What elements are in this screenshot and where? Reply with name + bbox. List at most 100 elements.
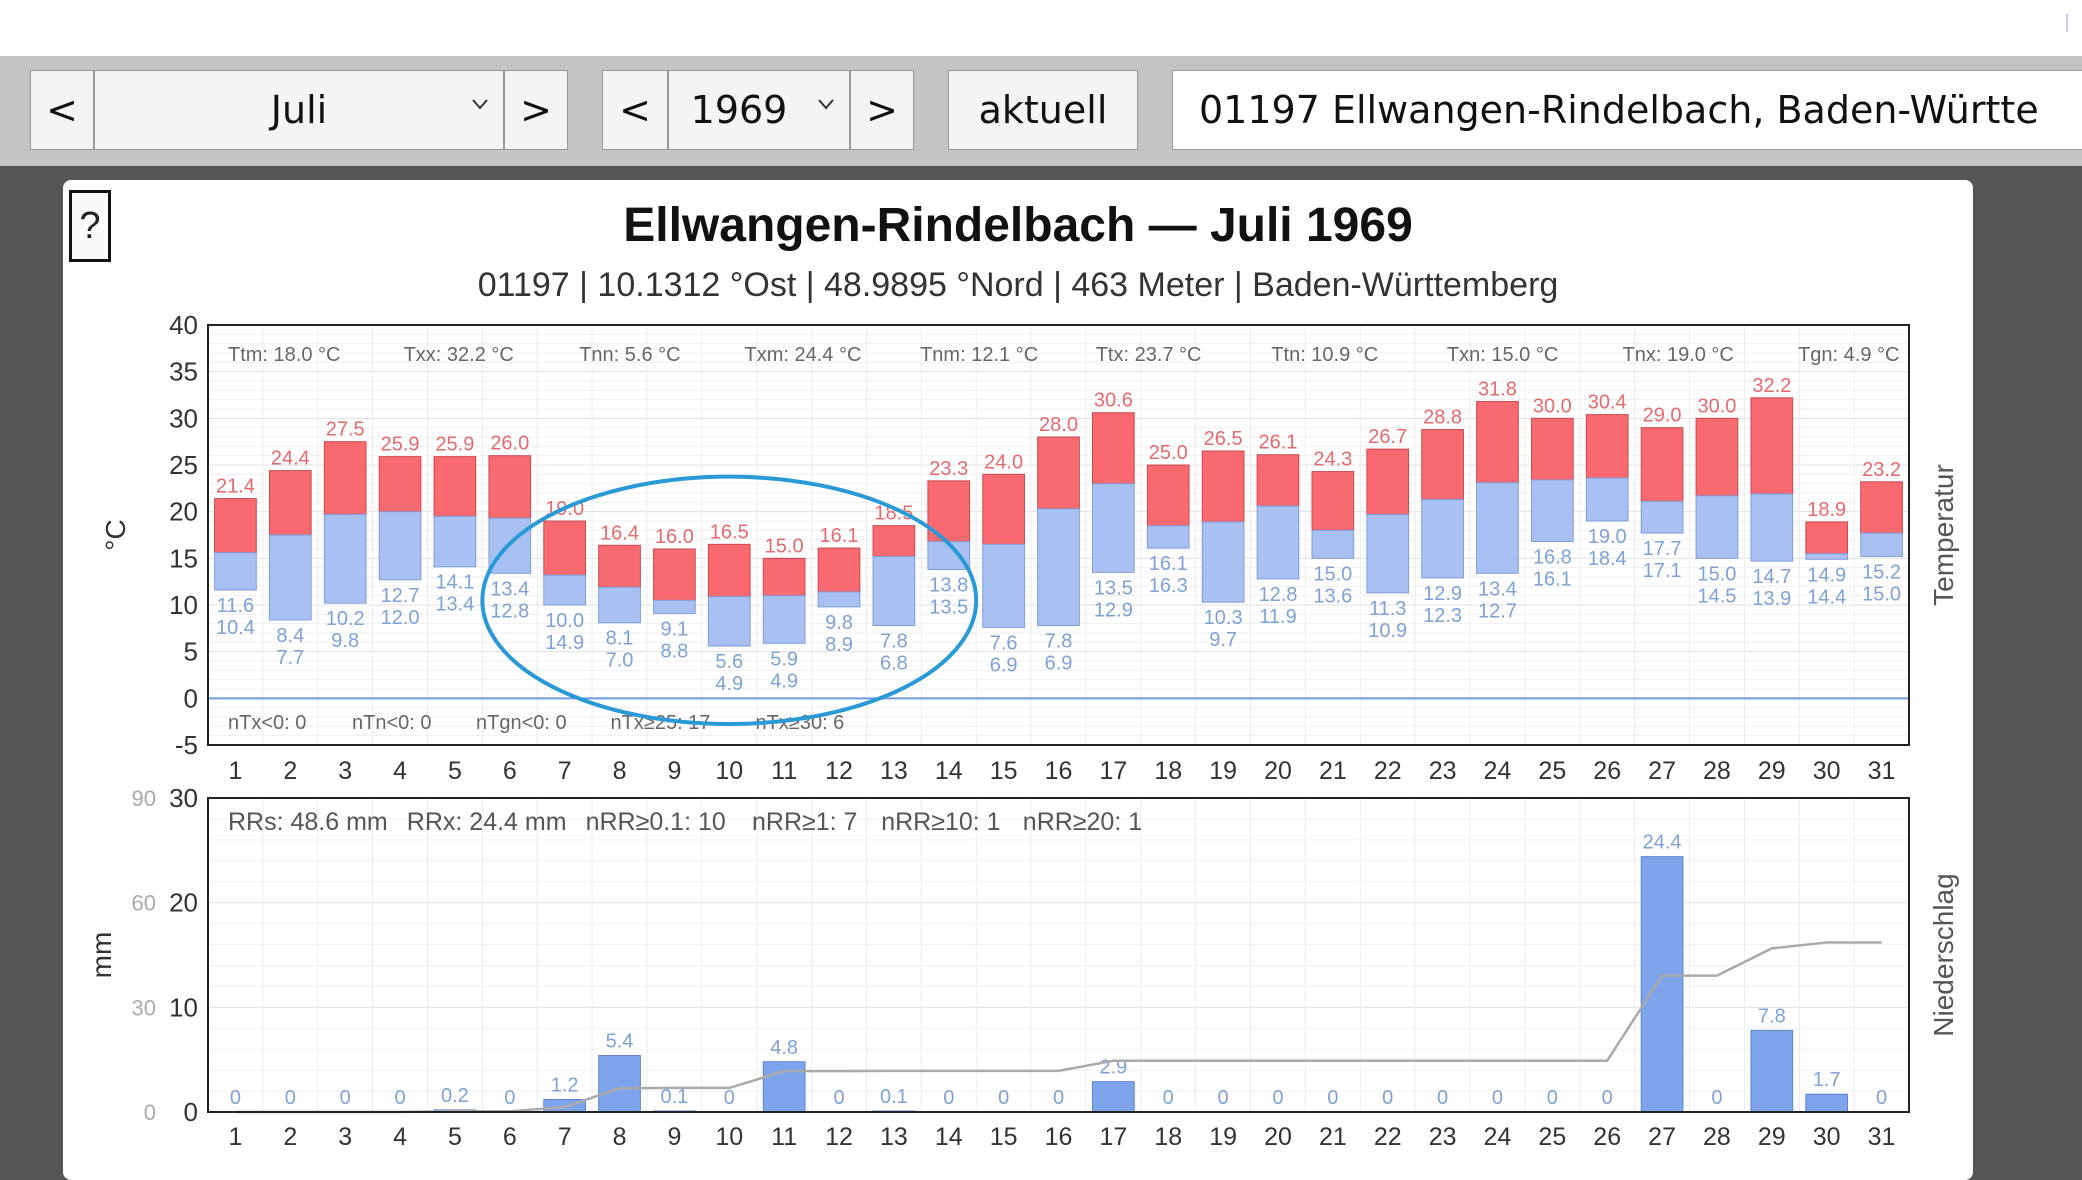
x-tick-label: 13	[880, 757, 908, 785]
tmin-label: 17.7	[1643, 538, 1682, 560]
x-tick-label: 18	[1154, 757, 1182, 785]
precip-label: 0	[724, 1087, 735, 1109]
cumulative-y-tick-label: 30	[132, 995, 156, 1020]
tmin-label: 14.7	[1752, 566, 1791, 588]
tmin-label: 7.6	[990, 632, 1018, 654]
precip-label: 0	[504, 1087, 515, 1109]
tmax-label: 24.0	[984, 451, 1023, 473]
tmin-bar	[1311, 529, 1355, 559]
tmin-bar	[1640, 500, 1684, 534]
tmin-bar	[1092, 483, 1135, 573]
precip-label: 0	[1711, 1087, 1722, 1109]
x-tick-label: 21	[1319, 1123, 1347, 1151]
x-tick-label: 19	[1209, 1123, 1237, 1151]
precipitation-stat: nRR≥20: 1	[1023, 808, 1142, 836]
tmax-label: 30.0	[1533, 395, 1572, 417]
prev-month-button[interactable]: <	[30, 70, 94, 150]
tmin-label: 15.0	[1697, 563, 1736, 585]
tgnd-label: 4.9	[715, 673, 743, 695]
tmin-bar	[1476, 482, 1519, 574]
tmax-label: 16.1	[820, 525, 859, 547]
tgnd-label: 17.1	[1643, 560, 1682, 582]
tmin-bar	[1146, 525, 1190, 549]
tgnd-label: 15.0	[1862, 583, 1901, 605]
tmax-bar	[543, 520, 587, 576]
x-tick-label: 10	[715, 1123, 743, 1151]
next-year-button[interactable]: >	[850, 70, 914, 150]
tgnd-label: 9.8	[331, 630, 359, 652]
tgnd-label: 16.1	[1533, 569, 1572, 591]
tmin-bar	[1585, 477, 1629, 522]
temperature-count-stat: nTgn<0: 0	[476, 712, 567, 734]
temperature-stat: Ttx: 23.7 °C	[1096, 344, 1202, 366]
tmin-bar	[268, 534, 312, 621]
tgnd-label: 13.4	[435, 594, 474, 616]
tmax-bar	[653, 548, 696, 601]
precip-label: 4.8	[770, 1037, 798, 1059]
tmin-bar	[1256, 505, 1300, 580]
tmax-bar	[1695, 417, 1739, 497]
tmin-label: 14.1	[435, 572, 474, 594]
tgnd-label: 6.8	[880, 653, 908, 675]
browser-top-strip	[0, 0, 2082, 56]
tmax-bar	[1421, 429, 1464, 501]
next-month-button[interactable]: >	[504, 70, 568, 150]
prev-year-button[interactable]: <	[602, 70, 668, 150]
x-tick-label: 30	[1813, 1123, 1841, 1151]
precip-label: 0	[833, 1087, 844, 1109]
tmin-label: 11.3	[1369, 598, 1406, 620]
x-tick-label: 20	[1264, 757, 1292, 785]
y-tick-label: 20	[169, 497, 198, 527]
tmax-bar	[433, 456, 477, 517]
station-select[interactable]: 01197 Ellwangen-Rindelbach, Baden-Württe	[1172, 70, 2082, 150]
tmax-bar	[488, 455, 532, 519]
x-tick-label: 4	[393, 1123, 407, 1151]
x-tick-label: 2	[283, 757, 297, 785]
chart-subtitle: 01197 | 10.1312 °Ost | 48.9895 °Nord | 4…	[477, 266, 1559, 304]
precip-label: 7.8	[1758, 1005, 1786, 1027]
x-tick-label: 5	[448, 1123, 462, 1151]
tmax-bar	[762, 557, 806, 597]
current-button[interactable]: aktuell	[948, 70, 1138, 150]
x-tick-label: 15	[990, 757, 1018, 785]
year-select[interactable]: 1969	[668, 70, 850, 150]
x-tick-label: 4	[393, 757, 407, 785]
tmax-bar	[1860, 481, 1903, 534]
precipitation-stat: RRs: 48.6 mm	[228, 808, 388, 836]
x-tick-label: 13	[880, 1123, 908, 1151]
tmin-bar	[1366, 513, 1410, 594]
temperature-side-label: Temperatur	[1928, 464, 1959, 606]
tmax-bar	[1530, 417, 1574, 481]
tmax-label: 16.4	[600, 522, 639, 544]
tmax-bar	[1366, 448, 1410, 515]
tmin-label: 15.0	[1313, 563, 1352, 585]
tmin-label: 16.1	[1149, 553, 1188, 575]
month-select[interactable]: Juli	[94, 70, 504, 150]
tmax-label: 25.9	[435, 434, 474, 456]
y-tick-label: 10	[169, 992, 198, 1022]
temperature-stat: Tnn: 5.6 °C	[579, 344, 680, 366]
y-tick-label: 10	[169, 590, 198, 620]
tmin-label: 5.6	[715, 651, 743, 673]
temperature-stat: Txn: 15.0 °C	[1447, 344, 1558, 366]
tgnd-label: 10.4	[216, 617, 255, 639]
tmin-label: 12.7	[381, 585, 420, 607]
precip-label: 0	[1053, 1087, 1064, 1109]
precip-label: 0	[943, 1087, 954, 1109]
x-tick-label: 8	[613, 1123, 627, 1151]
tgnd-label: 12.3	[1423, 605, 1462, 627]
tgnd-label: 13.5	[929, 597, 968, 619]
x-tick-label: 11	[771, 1123, 797, 1151]
tmax-label: 18.9	[1807, 499, 1846, 521]
year-select-value: 1969	[690, 88, 788, 132]
y-tick-label: 30	[169, 403, 198, 433]
x-tick-label: 2	[283, 1123, 297, 1151]
tmin-bar	[982, 543, 1025, 628]
x-tick-label: 3	[338, 757, 352, 785]
tmin-bar	[1201, 521, 1245, 603]
x-tick-label: 31	[1868, 1123, 1896, 1151]
x-tick-label: 16	[1045, 1123, 1073, 1151]
help-button[interactable]: ?	[69, 190, 111, 262]
tmax-label: 25.9	[381, 434, 420, 456]
tgnd-label: 16.3	[1149, 575, 1188, 597]
